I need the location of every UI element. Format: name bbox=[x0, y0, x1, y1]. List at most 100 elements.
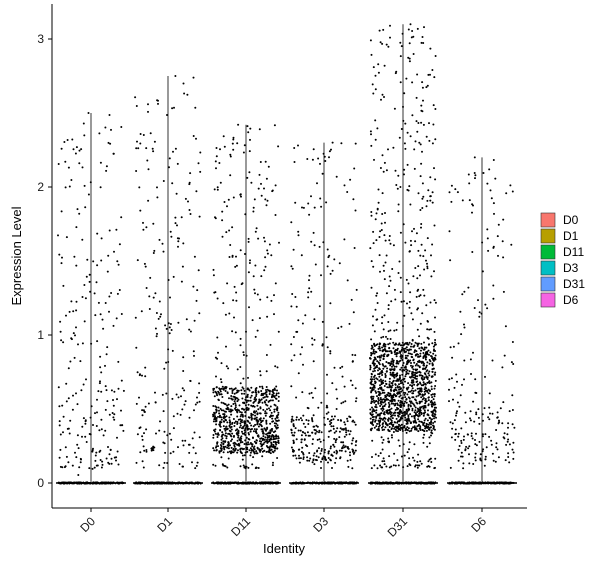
data-point bbox=[400, 128, 403, 130]
data-point bbox=[389, 371, 392, 374]
data-point bbox=[406, 302, 408, 305]
data-point bbox=[158, 238, 161, 241]
data-point bbox=[383, 314, 386, 317]
data-point bbox=[255, 418, 258, 421]
data-point bbox=[421, 207, 424, 209]
data-point bbox=[165, 327, 168, 330]
data-point bbox=[468, 453, 470, 456]
data-point bbox=[91, 450, 94, 453]
data-point bbox=[213, 395, 216, 398]
data-point bbox=[329, 445, 332, 448]
data-point bbox=[242, 354, 245, 356]
data-point bbox=[426, 413, 429, 416]
data-point bbox=[266, 296, 269, 299]
data-point bbox=[274, 440, 277, 443]
data-point bbox=[62, 431, 64, 434]
data-point bbox=[421, 81, 424, 84]
data-point bbox=[259, 423, 262, 426]
data-point bbox=[99, 355, 102, 358]
data-point bbox=[427, 392, 430, 395]
data-point bbox=[377, 402, 380, 405]
data-point bbox=[417, 453, 420, 456]
data-point bbox=[232, 435, 235, 438]
data-point bbox=[134, 96, 137, 99]
data-point bbox=[260, 445, 263, 448]
data-point bbox=[193, 255, 196, 258]
data-point bbox=[416, 425, 419, 428]
data-point bbox=[271, 464, 274, 467]
data-point bbox=[76, 443, 79, 446]
data-point bbox=[220, 449, 223, 452]
data-point bbox=[381, 316, 384, 319]
data-point bbox=[273, 124, 276, 127]
data-point bbox=[422, 397, 425, 400]
data-point bbox=[227, 447, 230, 450]
data-point bbox=[417, 418, 420, 421]
data-point bbox=[224, 390, 227, 392]
data-point bbox=[355, 288, 358, 291]
data-point bbox=[326, 346, 329, 349]
data-point bbox=[395, 365, 398, 368]
data-point bbox=[216, 186, 219, 189]
data-point bbox=[143, 410, 146, 413]
data-point bbox=[233, 285, 236, 288]
data-point bbox=[320, 205, 323, 208]
data-point bbox=[404, 354, 407, 357]
data-point bbox=[253, 445, 256, 448]
data-point bbox=[225, 386, 228, 389]
data-point bbox=[199, 170, 202, 173]
data-point bbox=[383, 278, 386, 281]
data-point bbox=[408, 457, 411, 460]
data-point bbox=[225, 407, 228, 410]
data-point bbox=[136, 433, 139, 436]
data-point bbox=[381, 42, 384, 45]
data-point bbox=[407, 372, 410, 375]
data-point bbox=[158, 429, 161, 432]
data-point bbox=[377, 188, 380, 191]
data-point bbox=[393, 107, 396, 110]
data-point bbox=[388, 412, 391, 414]
data-point bbox=[134, 316, 137, 319]
data-point bbox=[376, 360, 379, 363]
data-point bbox=[420, 390, 423, 393]
data-point bbox=[327, 256, 330, 259]
data-point bbox=[224, 429, 227, 432]
data-point bbox=[277, 395, 280, 398]
data-point bbox=[255, 439, 258, 442]
data-point bbox=[427, 372, 430, 375]
data-point bbox=[243, 454, 246, 457]
data-point bbox=[104, 385, 107, 388]
data-point bbox=[226, 282, 229, 285]
data-point bbox=[434, 466, 436, 469]
data-point bbox=[276, 366, 279, 369]
data-point bbox=[370, 133, 372, 136]
data-point bbox=[349, 430, 352, 433]
data-point bbox=[425, 429, 428, 432]
data-point bbox=[225, 437, 228, 440]
data-point bbox=[270, 411, 273, 414]
data-point bbox=[409, 422, 412, 425]
data-point bbox=[454, 438, 457, 441]
data-point bbox=[428, 328, 431, 331]
data-point bbox=[403, 425, 406, 427]
data-point bbox=[246, 419, 249, 422]
data-point bbox=[413, 459, 416, 462]
data-point bbox=[265, 370, 268, 373]
data-point bbox=[417, 391, 420, 394]
data-point bbox=[412, 456, 414, 459]
data-point bbox=[407, 414, 410, 417]
data-point bbox=[145, 450, 148, 453]
data-point bbox=[420, 462, 423, 465]
data-point bbox=[405, 370, 408, 373]
data-point bbox=[182, 370, 185, 372]
data-point bbox=[272, 461, 274, 464]
data-point bbox=[181, 465, 184, 468]
data-point bbox=[257, 237, 260, 240]
data-point bbox=[381, 391, 384, 394]
data-point bbox=[272, 394, 274, 397]
data-point bbox=[301, 346, 303, 349]
data-point bbox=[224, 313, 227, 316]
data-point bbox=[252, 437, 254, 439]
data-point bbox=[422, 422, 425, 425]
data-point bbox=[221, 463, 224, 466]
